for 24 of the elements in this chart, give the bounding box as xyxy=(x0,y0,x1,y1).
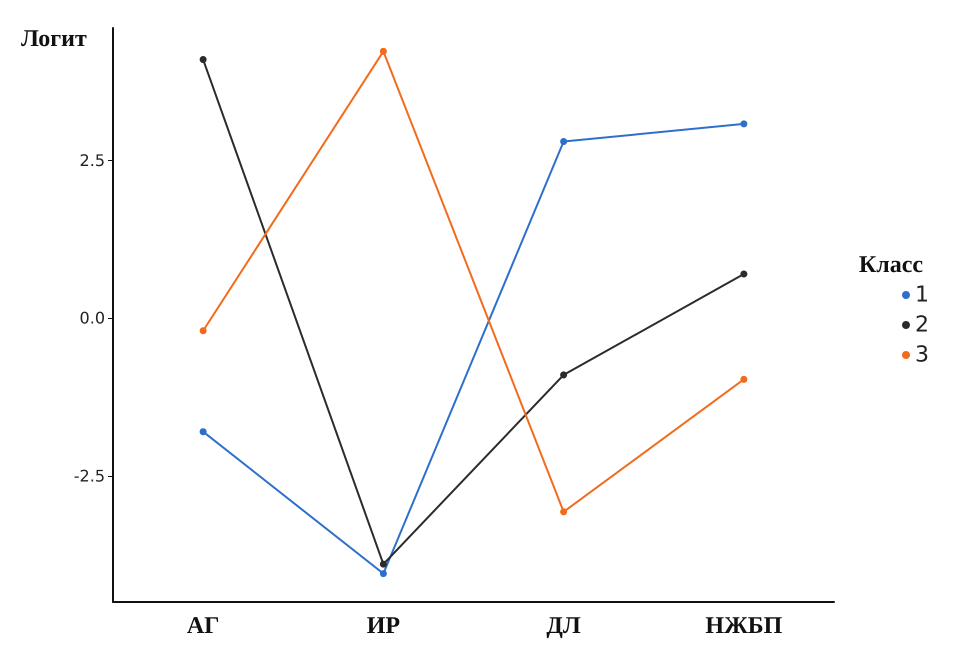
point xyxy=(740,376,748,383)
point xyxy=(200,56,207,64)
y-tick-label: 0.0 xyxy=(80,308,105,328)
y-tick-label: -2.5 xyxy=(74,466,105,486)
point xyxy=(380,560,387,568)
legend-label: 2 xyxy=(915,312,930,338)
point xyxy=(560,371,568,378)
legend-label: 1 xyxy=(915,282,930,308)
point xyxy=(740,120,748,128)
y-tick-label: 2.5 xyxy=(80,150,105,170)
point xyxy=(200,428,207,436)
x-tick-label: НЖБП xyxy=(705,613,783,639)
point xyxy=(560,508,568,516)
y-axis-title: Логит xyxy=(21,26,88,52)
x-tick-label: АГ xyxy=(186,613,220,639)
point xyxy=(380,48,387,55)
x-tick-label: ИР xyxy=(366,613,400,639)
x-tick-label: ДЛ xyxy=(546,613,581,639)
point xyxy=(740,270,748,278)
legend-label: 3 xyxy=(915,342,930,368)
point xyxy=(560,138,568,146)
point xyxy=(380,570,387,578)
point xyxy=(200,327,207,334)
legend-title: Класс xyxy=(858,252,924,278)
